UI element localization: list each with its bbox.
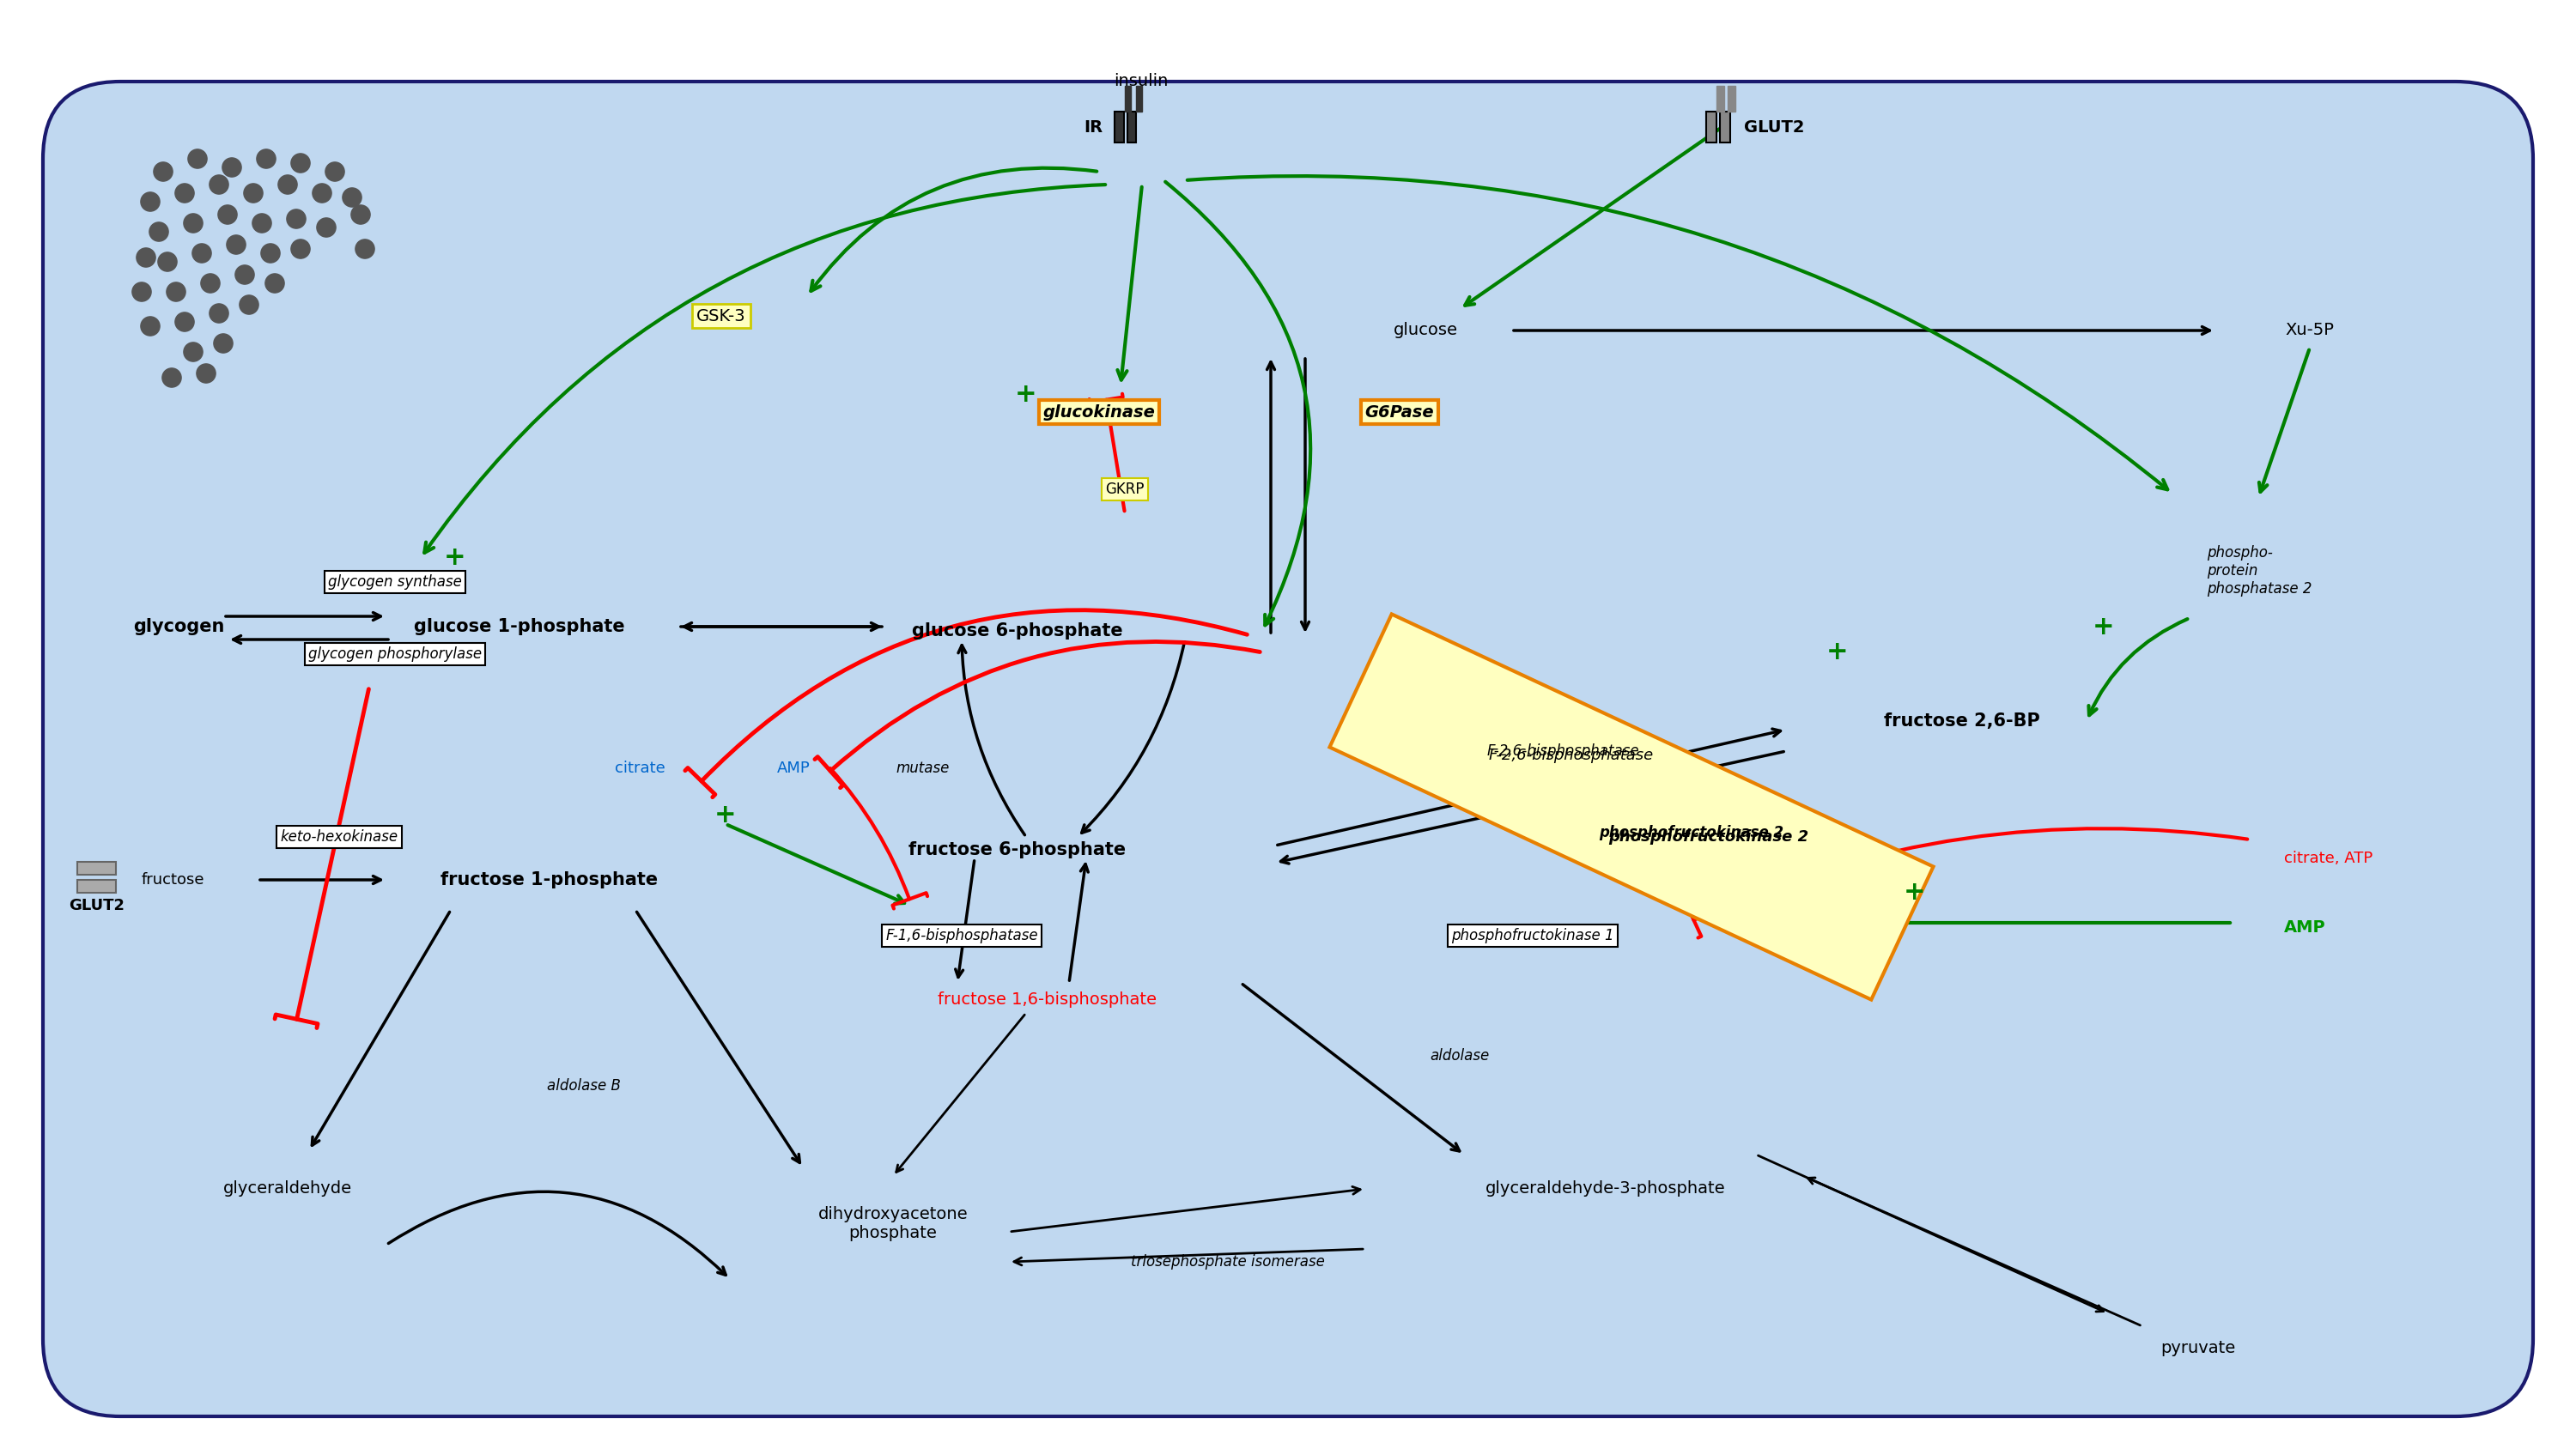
Text: GLUT2: GLUT2 bbox=[70, 898, 124, 914]
Text: F-2,6-bisphosphatase: F-2,6-bisphosphatase bbox=[1486, 744, 1638, 760]
Text: citrate: citrate bbox=[616, 761, 665, 776]
Circle shape bbox=[240, 295, 258, 314]
Text: G6Pase: G6Pase bbox=[1365, 404, 1435, 420]
Text: fructose 2,6-BP: fructose 2,6-BP bbox=[1883, 713, 2040, 729]
FancyBboxPatch shape bbox=[77, 861, 116, 874]
Text: +: + bbox=[1826, 640, 1850, 665]
Circle shape bbox=[325, 162, 345, 182]
Text: F-1,6-bisphosphatase: F-1,6-bisphosphatase bbox=[886, 928, 1038, 943]
Circle shape bbox=[188, 150, 206, 169]
FancyBboxPatch shape bbox=[1728, 86, 1736, 112]
Circle shape bbox=[175, 183, 193, 202]
FancyBboxPatch shape bbox=[1126, 86, 1131, 112]
Text: phosphofructokinase 2: phosphofructokinase 2 bbox=[1607, 829, 1808, 845]
Text: glucose 1-phosphate: glucose 1-phosphate bbox=[415, 618, 626, 636]
FancyBboxPatch shape bbox=[44, 81, 2532, 1416]
Circle shape bbox=[209, 304, 229, 323]
Text: glyceraldehyde-3-phosphate: glyceraldehyde-3-phosphate bbox=[1486, 1181, 1726, 1197]
Text: keto-hexokinase: keto-hexokinase bbox=[281, 829, 399, 845]
FancyBboxPatch shape bbox=[1721, 112, 1731, 143]
Circle shape bbox=[278, 175, 296, 194]
Text: dihydroxyacetone
phosphate: dihydroxyacetone phosphate bbox=[819, 1206, 969, 1241]
Circle shape bbox=[291, 240, 309, 259]
Text: +: + bbox=[2092, 614, 2115, 639]
Circle shape bbox=[219, 205, 237, 224]
Circle shape bbox=[350, 205, 371, 224]
Text: mutase: mutase bbox=[896, 761, 951, 776]
Circle shape bbox=[317, 218, 335, 237]
Circle shape bbox=[355, 240, 374, 259]
Circle shape bbox=[209, 175, 229, 194]
Circle shape bbox=[157, 252, 178, 271]
Text: insulin: insulin bbox=[1113, 73, 1170, 89]
Circle shape bbox=[258, 150, 276, 169]
Text: glyceraldehyde: glyceraldehyde bbox=[224, 1181, 353, 1197]
Circle shape bbox=[183, 214, 204, 233]
FancyBboxPatch shape bbox=[1115, 112, 1123, 143]
Circle shape bbox=[137, 247, 155, 268]
Text: +: + bbox=[714, 803, 737, 828]
Text: aldolase B: aldolase B bbox=[546, 1078, 621, 1094]
Text: AMP: AMP bbox=[778, 761, 811, 776]
Text: glucose: glucose bbox=[1394, 323, 1458, 339]
Text: +: + bbox=[1904, 880, 1927, 905]
Text: fructose 1,6-bisphosphate: fructose 1,6-bisphosphate bbox=[938, 992, 1157, 1008]
Circle shape bbox=[142, 317, 160, 336]
Circle shape bbox=[222, 157, 242, 178]
Text: AMP: AMP bbox=[2285, 920, 2326, 936]
Text: pyruvate: pyruvate bbox=[2161, 1340, 2236, 1356]
Circle shape bbox=[149, 223, 167, 242]
Text: phospho-
protein
phosphatase 2: phospho- protein phosphatase 2 bbox=[2208, 546, 2313, 597]
Circle shape bbox=[131, 282, 152, 301]
FancyBboxPatch shape bbox=[1329, 614, 1935, 1000]
Circle shape bbox=[343, 188, 361, 207]
Circle shape bbox=[234, 265, 255, 284]
Text: +: + bbox=[443, 546, 466, 570]
Circle shape bbox=[252, 214, 270, 233]
Circle shape bbox=[201, 274, 219, 292]
Circle shape bbox=[155, 162, 173, 182]
Text: glycogen synthase: glycogen synthase bbox=[327, 575, 461, 589]
Text: triosephosphate isomerase: triosephosphate isomerase bbox=[1131, 1254, 1324, 1270]
FancyBboxPatch shape bbox=[1136, 86, 1141, 112]
Circle shape bbox=[142, 192, 160, 211]
Circle shape bbox=[175, 313, 193, 332]
Text: citrate, ATP: citrate, ATP bbox=[2285, 851, 2372, 866]
Text: glycogen: glycogen bbox=[134, 618, 224, 636]
Circle shape bbox=[196, 364, 216, 383]
Text: IR: IR bbox=[1084, 119, 1103, 135]
Text: phosphofructokinase 1: phosphofructokinase 1 bbox=[1450, 928, 1615, 943]
Circle shape bbox=[214, 333, 232, 354]
Text: F-2,6-bisphosphatase: F-2,6-bisphosphatase bbox=[1489, 748, 1654, 762]
Text: fructose: fructose bbox=[142, 872, 206, 888]
Text: glycogen phosphorylase: glycogen phosphorylase bbox=[309, 646, 482, 662]
FancyBboxPatch shape bbox=[1705, 112, 1716, 143]
Text: fructose 1-phosphate: fructose 1-phosphate bbox=[440, 872, 659, 889]
Text: +: + bbox=[1015, 383, 1038, 407]
Text: GLUT2: GLUT2 bbox=[1744, 119, 1803, 135]
FancyBboxPatch shape bbox=[77, 880, 116, 893]
Circle shape bbox=[167, 282, 185, 301]
Circle shape bbox=[265, 274, 283, 292]
Circle shape bbox=[312, 183, 332, 202]
Circle shape bbox=[183, 342, 204, 361]
Circle shape bbox=[286, 210, 307, 228]
Text: GSK-3: GSK-3 bbox=[696, 308, 747, 324]
Circle shape bbox=[227, 236, 245, 255]
Text: GKRP: GKRP bbox=[1105, 482, 1144, 498]
Text: fructose 6-phosphate: fructose 6-phosphate bbox=[909, 841, 1126, 858]
Circle shape bbox=[291, 154, 309, 173]
Text: glucokinase: glucokinase bbox=[1043, 404, 1154, 420]
FancyBboxPatch shape bbox=[1128, 112, 1136, 143]
FancyBboxPatch shape bbox=[1716, 86, 1723, 112]
Circle shape bbox=[260, 243, 281, 263]
Text: Xu-5P: Xu-5P bbox=[2285, 323, 2334, 339]
Circle shape bbox=[162, 368, 180, 387]
Circle shape bbox=[193, 243, 211, 263]
Text: glucose 6-phosphate: glucose 6-phosphate bbox=[912, 623, 1123, 640]
Text: aldolase: aldolase bbox=[1430, 1048, 1489, 1064]
Text: phosphofructokinase 2: phosphofructokinase 2 bbox=[1600, 825, 1785, 841]
Circle shape bbox=[245, 183, 263, 202]
